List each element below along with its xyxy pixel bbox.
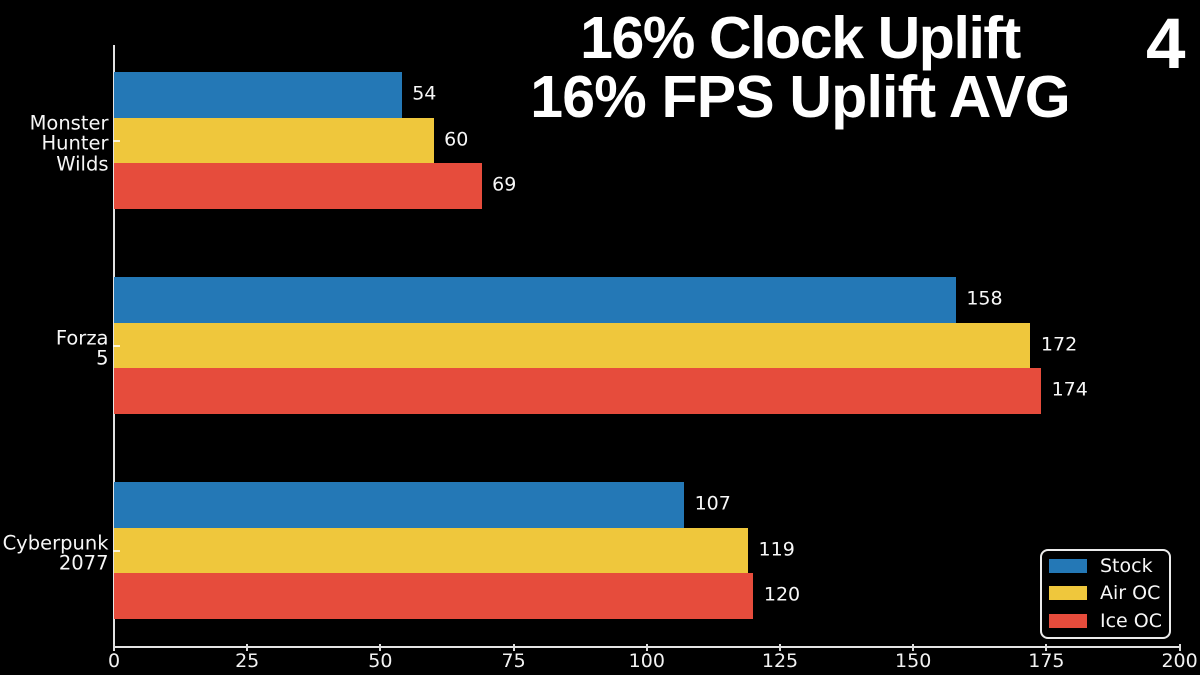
bar-ice-oc <box>114 368 1042 414</box>
category-label: Monster Hunter Wilds <box>29 110 109 175</box>
bar-value-label: 174 <box>1051 378 1088 401</box>
x-tick-label: 150 <box>895 650 932 672</box>
bar-stock <box>114 72 402 118</box>
x-tick-label: 175 <box>1028 650 1065 672</box>
x-tick-label: 0 <box>107 650 121 672</box>
x-tick-mark <box>379 643 382 651</box>
x-tick-mark <box>1045 643 1048 651</box>
legend-swatch-air-oc <box>1049 586 1087 601</box>
legend-label-air-oc: Air OC <box>1100 582 1161 605</box>
y-tick-mark <box>112 549 120 552</box>
category-label: Forza 5 <box>55 326 109 370</box>
x-tick-label: 125 <box>761 650 799 672</box>
bar-value-label: 107 <box>694 492 731 515</box>
bar-ice-oc <box>114 573 754 619</box>
x-tick-mark <box>113 643 115 651</box>
slide-number: 4 <box>1146 5 1186 85</box>
bar-ice-oc <box>114 163 482 209</box>
bar-air-oc <box>114 117 434 164</box>
legend-swatch-ice-oc <box>1049 613 1087 628</box>
bar-value-label: 60 <box>444 128 469 151</box>
y-tick-mark <box>112 344 120 347</box>
x-tick-label: 50 <box>368 650 393 672</box>
bar-stock <box>114 482 685 528</box>
x-tick-label: 100 <box>628 650 665 672</box>
x-tick-label: 200 <box>1161 650 1198 672</box>
x-tick-mark <box>246 643 249 651</box>
bar-value-label: 54 <box>412 82 437 105</box>
bar-stock <box>114 277 956 323</box>
legend-label-stock: Stock <box>1100 555 1153 577</box>
legend-swatch-stock <box>1049 559 1087 573</box>
chart-title-line-2: 16% FPS Uplift AVG <box>530 63 1070 130</box>
bar-air-oc <box>114 527 749 574</box>
x-tick-label: 75 <box>501 650 526 672</box>
legend-label-ice-oc: Ice OC <box>1100 609 1163 632</box>
bar-value-label: 120 <box>763 583 801 606</box>
bar-air-oc <box>114 322 1031 369</box>
category-label: Cyberpunk 2077 <box>2 531 109 575</box>
bar-value-label: 172 <box>1040 333 1078 356</box>
x-tick-mark <box>645 643 648 651</box>
legend-row-stock: Stock <box>1042 552 1169 579</box>
chart-title: 16% Clock Uplift 16% FPS Uplift AVG <box>400 9 1200 126</box>
legend-row-ice-oc: Ice OC <box>1042 607 1169 634</box>
y-tick-mark <box>112 139 120 142</box>
bar-value-label: 69 <box>492 173 517 196</box>
x-tick-label: 25 <box>235 650 260 672</box>
x-tick-mark <box>779 643 781 651</box>
x-tick-mark <box>512 643 515 651</box>
x-tick-mark <box>912 643 915 651</box>
bar-value-label: 158 <box>966 287 1003 310</box>
bar-value-label: 119 <box>758 538 795 561</box>
x-tick-mark <box>1178 643 1181 651</box>
legend-row-air-oc: Air OC <box>1042 579 1169 606</box>
chart-title-line-1: 16% Clock Uplift <box>580 5 1021 71</box>
legend: Stock Air OC Ice OC <box>1040 549 1171 639</box>
